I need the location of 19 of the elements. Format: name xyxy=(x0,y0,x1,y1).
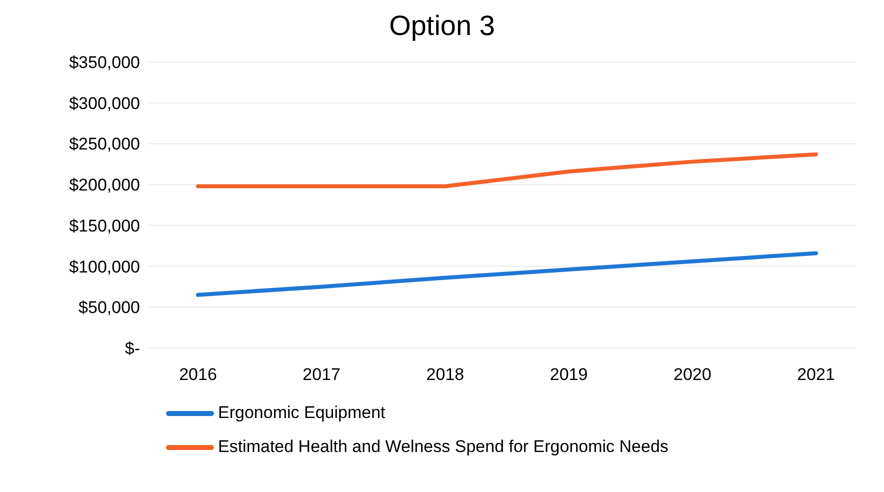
chart-title: Option 3 xyxy=(388,9,496,43)
line-series xyxy=(196,251,818,297)
y-tick-label: $100,000 xyxy=(69,257,140,276)
y-tick-label: $300,000 xyxy=(69,94,140,113)
x-tick-label: 2017 xyxy=(302,365,341,384)
x-tick-label: 2020 xyxy=(673,365,712,384)
y-tick-label: $- xyxy=(124,339,140,358)
x-tick-label: 2018 xyxy=(426,365,464,384)
x-tick-label: 2021 xyxy=(797,365,835,384)
y-tick-label: $250,000 xyxy=(69,134,140,154)
x-tick-label: 2016 xyxy=(179,365,217,384)
y-tick-label: $150,000 xyxy=(69,216,140,236)
y-tick-label: $200,000 xyxy=(69,176,140,195)
legend-label: Ergonomic Equipment xyxy=(218,403,386,423)
line-series xyxy=(196,152,818,188)
y-tick-label: $350,000 xyxy=(69,53,140,72)
y-tick-label: $50,000 xyxy=(78,298,140,318)
x-tick-label: 2019 xyxy=(550,365,588,384)
legend-label: Estimated Health and Welness Spend for Ergonomic Needs xyxy=(218,437,668,457)
